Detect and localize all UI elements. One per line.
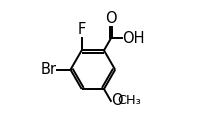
Text: OH: OH [122,31,145,46]
Text: O: O [111,93,123,108]
Text: O: O [105,11,117,26]
Text: Br: Br [40,62,56,77]
Text: F: F [77,22,86,37]
Text: CH₃: CH₃ [117,95,141,108]
